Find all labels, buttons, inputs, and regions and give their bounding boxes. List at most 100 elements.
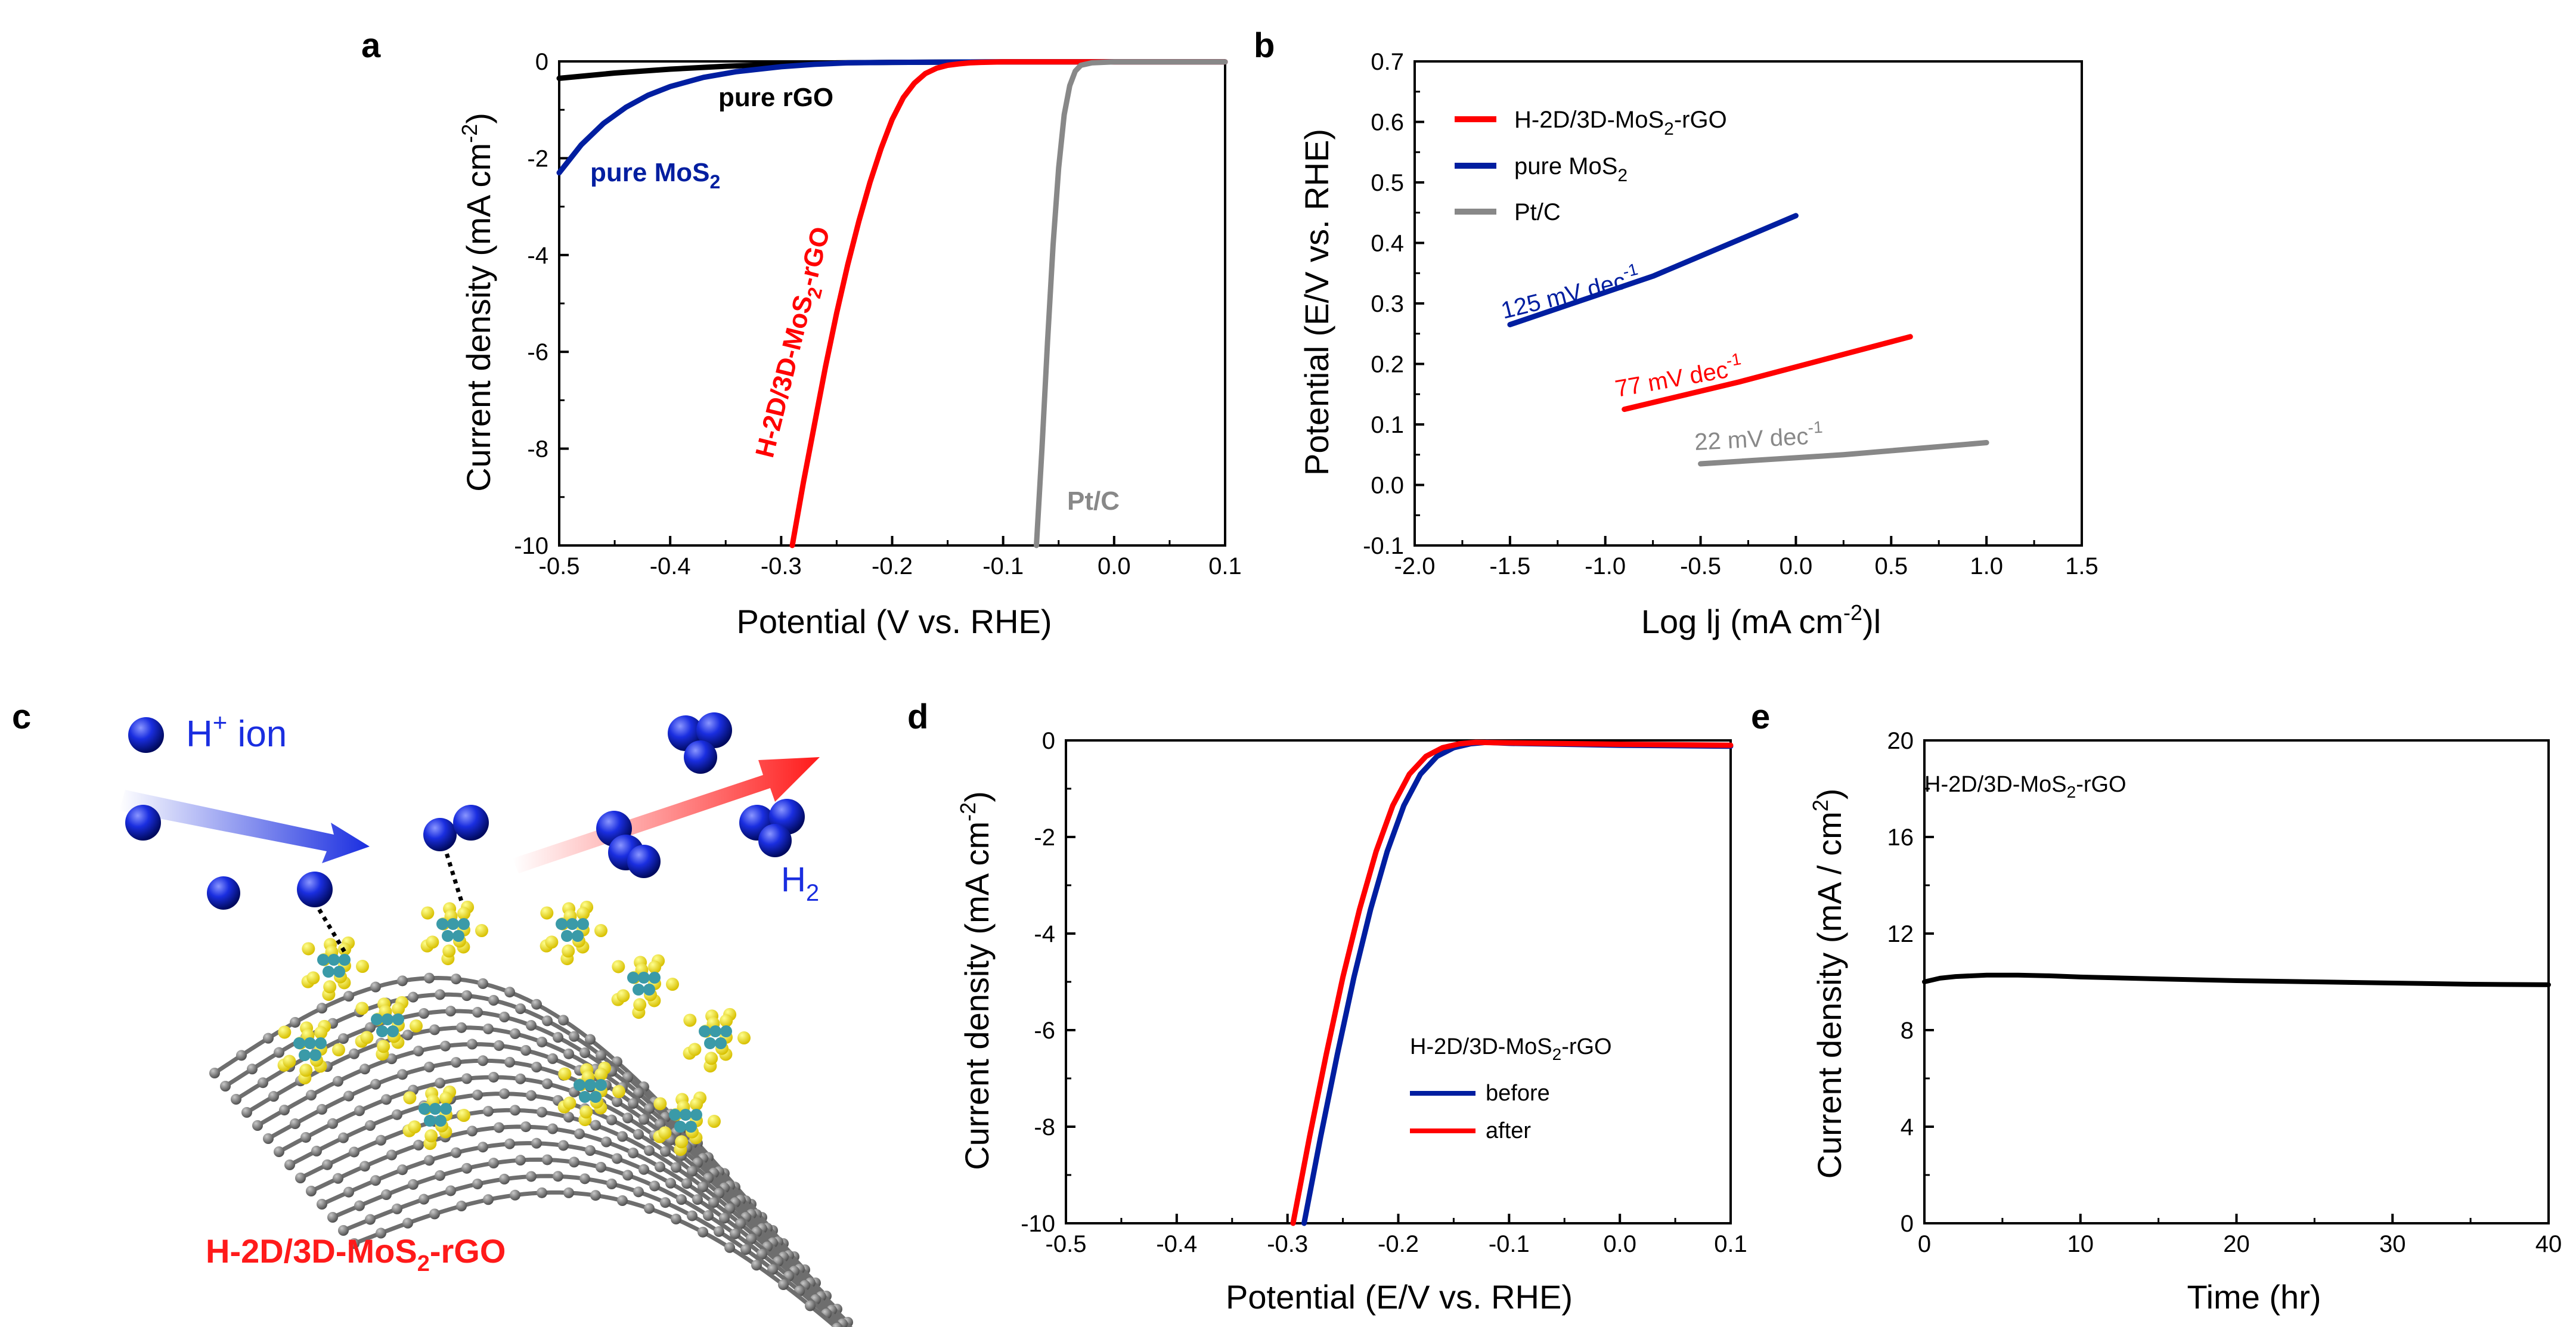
x-tick-label: 1.5 xyxy=(2065,553,2098,579)
sulfur-atom xyxy=(594,1068,608,1081)
molybdenum-atom xyxy=(317,954,329,966)
chart-d-ylabel: Current density (mA cm-2) xyxy=(956,791,996,1170)
molybdenum-atom xyxy=(556,918,568,930)
molybdenum-atom xyxy=(715,1037,727,1049)
molybdenum-atom xyxy=(572,930,584,942)
schematic-c: H+ ion H2 H-2D/3D-MoS2-rGO xyxy=(119,708,853,1327)
carbon-atom xyxy=(483,1023,494,1034)
sulfur-atom xyxy=(705,1052,718,1065)
hydrogen-ball xyxy=(423,818,457,851)
chart-b-legend: H-2D/3D-MoS2-rGO pure MoS2 Pt/C xyxy=(1455,107,1727,225)
carbon-atom xyxy=(354,1200,365,1211)
y-tick-label: 0.4 xyxy=(1371,231,1404,257)
molybdenum-atom xyxy=(392,1013,404,1025)
carbon-atom xyxy=(343,1186,354,1198)
molybdenum-atom xyxy=(436,918,448,930)
carbon-atom xyxy=(461,990,472,1002)
series-line-pure-mos2 xyxy=(1507,213,1799,327)
sulfur-atom xyxy=(720,1014,733,1028)
chart-d-xlabel: Potential (E/V vs. RHE) xyxy=(1226,1278,1573,1316)
carbon-atom xyxy=(327,1212,338,1223)
carbon-atom xyxy=(596,1050,606,1061)
molybdenum-atom xyxy=(299,1049,311,1061)
y-tick-label: 16 xyxy=(1887,824,1914,851)
x-tick-label: 0.0 xyxy=(1780,553,1813,579)
carbon-atom xyxy=(472,1007,483,1018)
molybdenum-atom xyxy=(595,1079,607,1091)
chart-a-frame xyxy=(558,60,1226,547)
carbon-atom xyxy=(338,1132,349,1143)
carbon-atom xyxy=(633,1186,644,1198)
hydrogen-atoms xyxy=(125,712,805,910)
molybdenum-atom xyxy=(690,1109,702,1121)
carbon-atom xyxy=(472,1089,483,1100)
sulfur-atom xyxy=(665,978,679,991)
panel-label-b: b xyxy=(1254,26,1275,65)
carbon-atom xyxy=(290,1016,300,1028)
molybdenum-atom xyxy=(579,1091,591,1103)
carbon-atom xyxy=(601,1136,612,1148)
series-line-h-2d-3d-mos2-rgo xyxy=(1622,334,1913,413)
carbon-atom xyxy=(424,1155,435,1166)
molybdenum-atom xyxy=(429,1103,441,1115)
carbon-atom xyxy=(268,1091,279,1102)
sulfur-atom xyxy=(442,944,456,958)
legend-d-title: H-2D/3D-MoS2-rGO xyxy=(1410,1034,1612,1064)
molybdenum-atom xyxy=(584,1079,596,1091)
x-tick-label: -0.1 xyxy=(982,553,1024,579)
chart-a-xlabel: Potential (V vs. RHE) xyxy=(736,603,1052,640)
x-tick-label: 40 xyxy=(2535,1231,2562,1257)
carbon-atom xyxy=(247,1064,258,1075)
carbon-atom xyxy=(579,1047,590,1059)
sulfur-atom xyxy=(283,1055,296,1068)
carbon-atom xyxy=(435,1170,445,1181)
molybdenum-atom xyxy=(699,1025,711,1037)
molybdenum-atom xyxy=(561,930,573,942)
chart-a: -0.5 -0.4 -0.3 -0.2 -0.1 0.0 0.1 0 -2 -4 -6 -8 -10 P… xyxy=(457,49,1242,640)
legend-b-mos2: pure MoS2 xyxy=(1514,153,1628,185)
carbon-atom xyxy=(510,1028,520,1039)
carbon-atom xyxy=(520,1045,531,1056)
panel-label-c: c xyxy=(12,697,31,736)
carbon-atom xyxy=(596,1162,606,1173)
x-tick-label: 1.0 xyxy=(1970,553,2003,579)
molybdenum-atom xyxy=(458,918,470,930)
x-tick-label: -0.2 xyxy=(872,553,913,579)
chart-e-xlabel: Time (hr) xyxy=(2187,1278,2321,1316)
molybdenum-atom xyxy=(649,972,661,984)
carbon-atom xyxy=(397,1164,408,1176)
carbon-atom xyxy=(638,1114,649,1125)
molybdenum-atom xyxy=(627,972,639,984)
x-tick-label: -0.3 xyxy=(1267,1231,1308,1257)
sulfur-atom xyxy=(675,1135,689,1149)
series-line-after xyxy=(1290,739,1734,1226)
carbon-atom xyxy=(724,1242,735,1253)
molybdenum-atom xyxy=(704,1037,716,1049)
carbon-atom xyxy=(408,1179,419,1190)
carbon-atom xyxy=(376,1134,386,1146)
carbon-atom xyxy=(241,1107,252,1118)
carbon-atom xyxy=(386,1053,397,1065)
carbon-atom xyxy=(327,1118,338,1129)
carbon-atom xyxy=(569,1157,579,1168)
x-tick-label: 0.1 xyxy=(1714,1231,1747,1257)
series-line-before xyxy=(1301,739,1734,1226)
y-tick-label: -8 xyxy=(1034,1114,1055,1140)
carbon-atom xyxy=(252,1120,263,1131)
sulfur-atom xyxy=(707,1115,721,1128)
x-tick-label: -0.5 xyxy=(539,553,580,579)
series-line-h-2d-3d-mos2-rgo xyxy=(1922,972,2551,987)
carbon-atom xyxy=(349,1048,359,1059)
carbon-atom xyxy=(606,1179,617,1189)
sulfur-atom xyxy=(323,980,337,994)
carbon-atom xyxy=(499,1012,510,1022)
carbon-atom xyxy=(622,1112,633,1124)
sulfur-atom xyxy=(648,960,662,974)
label-pure-rgo: pure rGO xyxy=(718,83,833,112)
carbon-atom xyxy=(370,1175,381,1186)
carbon-atom xyxy=(306,1186,317,1196)
chart-b-ylabel: Potential (E/V vs. RHE) xyxy=(1298,129,1335,476)
x-tick-label: -0.4 xyxy=(1156,1231,1197,1257)
carbon-atom xyxy=(370,1078,381,1090)
carbon-atom xyxy=(429,1208,440,1220)
